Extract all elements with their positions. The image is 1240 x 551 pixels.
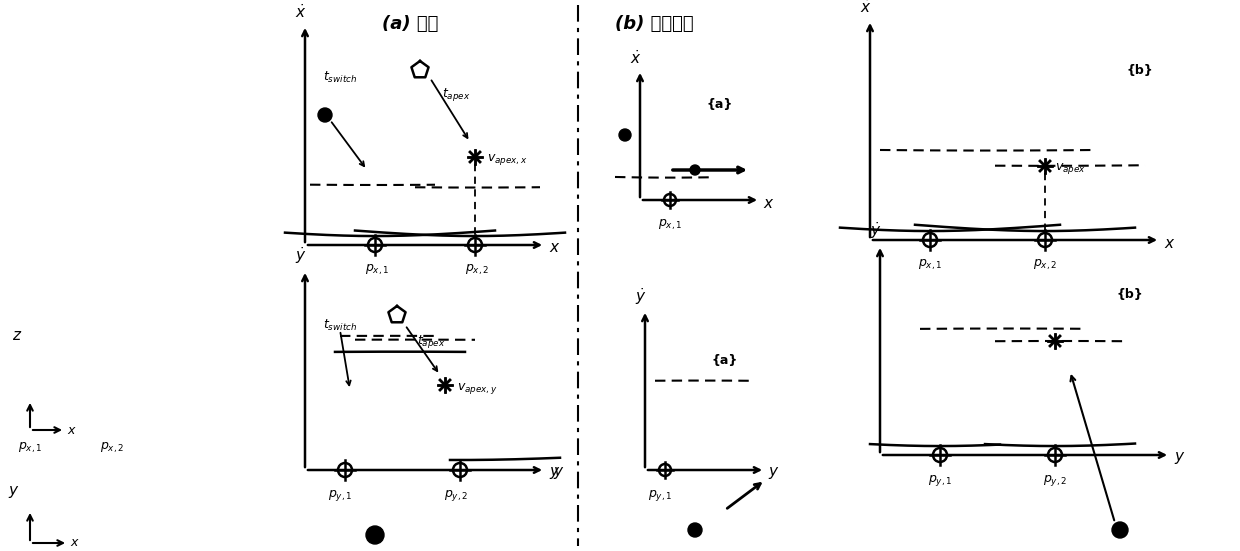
Text: $x$: $x$ <box>763 196 775 210</box>
Circle shape <box>619 129 631 141</box>
Text: $\dot{y}$: $\dot{y}$ <box>635 286 647 307</box>
Circle shape <box>689 165 701 175</box>
Text: $\dot{x}$: $\dot{x}$ <box>861 0 872 16</box>
Text: $z$: $z$ <box>12 328 22 343</box>
Text: $p_{y,1}$: $p_{y,1}$ <box>327 488 352 503</box>
Text: $\dot{y}$: $\dot{y}$ <box>870 220 882 241</box>
Text: $p_{x,1}$: $p_{x,1}$ <box>657 218 682 232</box>
Text: $t_{switch}$: $t_{switch}$ <box>322 317 357 333</box>
Text: (a) 直走: (a) 直走 <box>382 15 438 33</box>
Text: {b}: {b} <box>1127 63 1153 77</box>
Text: $y$: $y$ <box>1174 450 1185 466</box>
Text: $x$: $x$ <box>67 424 77 436</box>
Circle shape <box>317 108 332 122</box>
Text: $p_{x,2}$: $p_{x,2}$ <box>465 263 489 277</box>
Circle shape <box>688 523 702 537</box>
Text: $y$: $y$ <box>549 465 560 481</box>
Text: $x$: $x$ <box>69 537 79 549</box>
Text: $x$: $x$ <box>549 240 560 256</box>
Text: $y$: $y$ <box>553 465 564 481</box>
Text: $p_{y,1}$: $p_{y,1}$ <box>928 473 952 488</box>
Text: $x$: $x$ <box>1164 235 1176 251</box>
Text: {a}: {a} <box>707 99 733 111</box>
Text: $\dot{y}$: $\dot{y}$ <box>295 245 306 266</box>
Text: $p_{x,2}$: $p_{x,2}$ <box>100 441 124 455</box>
Text: $p_{x,1}$: $p_{x,1}$ <box>19 441 42 455</box>
Text: $p_{y,2}$: $p_{y,2}$ <box>1043 473 1068 488</box>
Text: $p_{y,2}$: $p_{y,2}$ <box>444 488 467 503</box>
Text: $t_{apex}$: $t_{apex}$ <box>441 87 470 104</box>
Text: $y$: $y$ <box>7 484 20 500</box>
Text: $p_{x,1}$: $p_{x,1}$ <box>365 263 389 277</box>
Text: $\dot{x}$: $\dot{x}$ <box>630 49 642 67</box>
Text: {a}: {a} <box>712 354 738 366</box>
Text: $v_{apex}$: $v_{apex}$ <box>1055 161 1086 176</box>
Text: $p_{y,1}$: $p_{y,1}$ <box>647 488 672 503</box>
Text: $v_{apex,y}$: $v_{apex,y}$ <box>458 381 497 396</box>
Text: $\dot{x}$: $\dot{x}$ <box>295 3 306 21</box>
Circle shape <box>1112 522 1128 538</box>
Text: $p_{x,2}$: $p_{x,2}$ <box>1033 258 1058 272</box>
Text: $t_{switch}$: $t_{switch}$ <box>322 69 357 84</box>
Circle shape <box>366 526 384 544</box>
Text: $y$: $y$ <box>768 465 780 481</box>
Text: (b) 改变方向: (b) 改变方向 <box>615 15 693 33</box>
Text: $p_{x,1}$: $p_{x,1}$ <box>918 258 942 272</box>
Text: $t_{apex}$: $t_{apex}$ <box>417 333 445 350</box>
Text: {b}: {b} <box>1117 289 1143 301</box>
Text: $v_{apex,x}$: $v_{apex,x}$ <box>487 153 527 168</box>
